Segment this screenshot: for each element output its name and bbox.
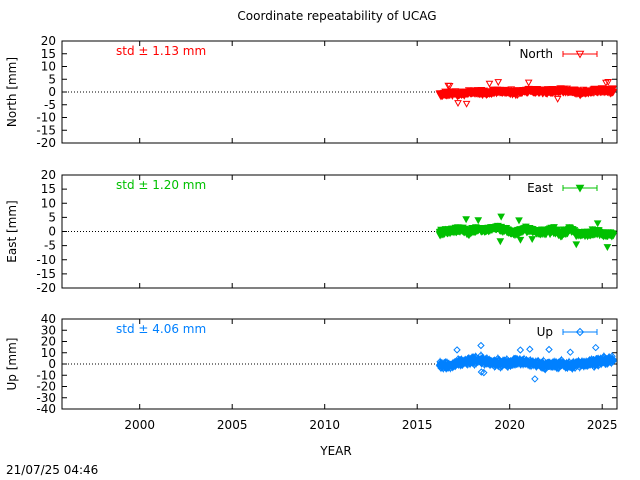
east-y-tick-label: -15 — [36, 267, 56, 281]
up-y-tick-label: -40 — [36, 402, 56, 416]
east-y-tick-label: 0 — [48, 225, 56, 239]
up-legend-label: Up — [537, 325, 553, 339]
east-data-point — [528, 236, 537, 243]
x-axis-label: YEAR — [319, 444, 351, 458]
east-points — [435, 213, 618, 252]
north-y-tick-label: -15 — [36, 123, 56, 137]
up-data-point — [526, 345, 534, 353]
x-tick-label: 2025 — [587, 418, 618, 432]
north-y-tick-label: -5 — [44, 98, 56, 112]
east-legend: East — [527, 181, 598, 195]
up-data-point — [566, 348, 575, 356]
east-data-point — [474, 217, 483, 225]
north-y-tick-label: 0 — [48, 85, 56, 99]
north-data-point — [454, 100, 462, 108]
x-tick-label: 2010 — [309, 418, 340, 432]
north-data-point — [602, 79, 610, 87]
north-legend-marker — [575, 50, 585, 59]
east-legend-label: East — [527, 181, 553, 195]
up-data-point — [477, 368, 486, 376]
timestamp: 21/07/25 04:46 — [6, 463, 98, 477]
up-y-tick-label: -10 — [36, 368, 56, 382]
north-data-point — [485, 80, 494, 88]
up-data-point — [453, 346, 461, 354]
north-y-axis-label: North [mm] — [5, 57, 19, 127]
up-data-point — [609, 355, 617, 364]
east-y-tick-label: 20 — [41, 168, 56, 182]
up-y-tick-label: 0 — [48, 357, 56, 371]
up-data-point — [609, 357, 618, 365]
up-y-tick-label: -20 — [36, 380, 56, 394]
x-tick-label: 2005 — [217, 418, 248, 432]
chart-title: Coordinate repeatability of UCAG — [237, 9, 436, 23]
north-y-tick-label: -20 — [36, 136, 56, 150]
north-points — [435, 79, 618, 108]
up-std-label: std ± 4.06 mm — [116, 322, 206, 336]
east-y-tick-label: -20 — [36, 281, 56, 295]
north-data-point — [609, 88, 618, 96]
east-data-point — [572, 241, 581, 249]
up-data-point — [477, 341, 485, 350]
east-y-axis-label: East [mm] — [5, 200, 19, 262]
up-y-tick-label: -30 — [36, 391, 56, 405]
east-y-tick-label: -10 — [36, 253, 56, 267]
up-data-point — [516, 346, 525, 354]
up-data-point — [592, 343, 600, 352]
east-y-tick-label: 15 — [41, 182, 56, 196]
north-y-tick-label: 15 — [41, 47, 56, 61]
east-data-point — [609, 232, 618, 240]
x-tick-label: 2000 — [124, 418, 155, 432]
up-legend: Up — [537, 325, 598, 339]
east-data-point — [496, 238, 505, 246]
up-y-tick-label: 30 — [41, 323, 56, 337]
east-data-point — [516, 236, 525, 244]
east-std-label: std ± 1.20 mm — [116, 178, 206, 192]
north-data-point — [524, 79, 533, 87]
north-data-point — [604, 79, 613, 86]
east-data-point — [497, 213, 506, 221]
up-y-tick-label: 20 — [41, 335, 56, 349]
north-y-tick-label: 5 — [48, 72, 56, 86]
up-data-point — [531, 375, 539, 383]
up-y-tick-label: 10 — [41, 346, 56, 360]
east-y-tick-label: -5 — [44, 239, 56, 253]
up-y-tick-label: 40 — [41, 312, 56, 326]
up-legend-marker — [575, 327, 585, 337]
x-tick-label: 2015 — [402, 418, 433, 432]
north-data-point — [462, 100, 471, 108]
east-data-point — [462, 216, 470, 224]
east-data-point — [593, 220, 602, 228]
north-legend-label: North — [519, 47, 553, 61]
up-data-point — [480, 368, 488, 377]
up-y-axis-label: Up [mm] — [5, 338, 19, 391]
east-y-tick-label: 5 — [48, 210, 56, 224]
north-std-label: std ± 1.13 mm — [116, 44, 206, 58]
north-y-tick-label: 20 — [41, 34, 56, 48]
north-y-tick-label: -10 — [36, 111, 56, 125]
north-data-point — [553, 95, 562, 103]
up-points — [435, 341, 618, 383]
north-data-point — [494, 79, 503, 87]
east-data-point — [603, 244, 612, 252]
x-tick-label: 2020 — [494, 418, 525, 432]
north-legend: North — [519, 47, 598, 61]
up-data-point — [545, 345, 553, 354]
east-y-tick-label: 10 — [41, 196, 56, 210]
east-legend-marker — [575, 184, 585, 193]
north-y-tick-label: 10 — [41, 60, 56, 74]
east-data-point — [515, 217, 523, 225]
north-data-point — [444, 82, 453, 90]
